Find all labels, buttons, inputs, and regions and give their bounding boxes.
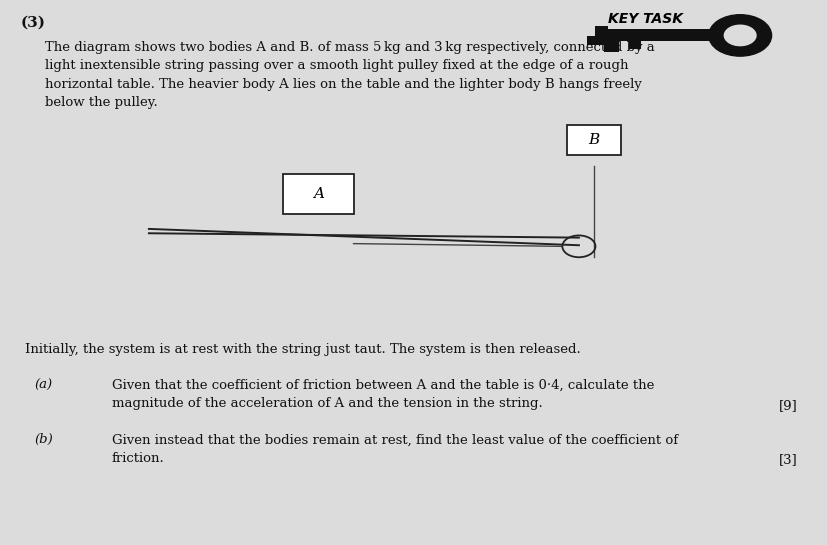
Text: [9]: [9] — [779, 399, 798, 412]
Text: The diagram shows two bodies A and B. of mass 5 kg and 3 kg respectively, connec: The diagram shows two bodies A and B. of… — [45, 41, 655, 110]
Bar — [283, 174, 354, 214]
Text: (3): (3) — [21, 15, 45, 29]
Bar — [587, 26, 608, 45]
Bar — [629, 41, 641, 49]
Text: (b): (b) — [35, 433, 54, 446]
Text: [3]: [3] — [779, 453, 798, 467]
Circle shape — [709, 15, 772, 56]
Bar — [595, 29, 740, 41]
Circle shape — [724, 25, 757, 46]
Bar — [587, 26, 595, 36]
Text: A: A — [313, 187, 324, 201]
Text: Initially, the system is at rest with the string just taut. The system is then r: Initially, the system is at rest with th… — [25, 343, 581, 356]
Bar — [604, 41, 619, 52]
Text: Given instead that the bodies remain at rest, find the least value of the coeffi: Given instead that the bodies remain at … — [112, 433, 678, 465]
Text: (a): (a) — [35, 379, 53, 392]
Text: Given that the coefficient of friction between A and the table is 0·4, calculate: Given that the coefficient of friction b… — [112, 379, 654, 410]
Bar — [567, 125, 620, 155]
Text: B: B — [588, 134, 600, 147]
Text: KEY TASK: KEY TASK — [608, 12, 682, 26]
